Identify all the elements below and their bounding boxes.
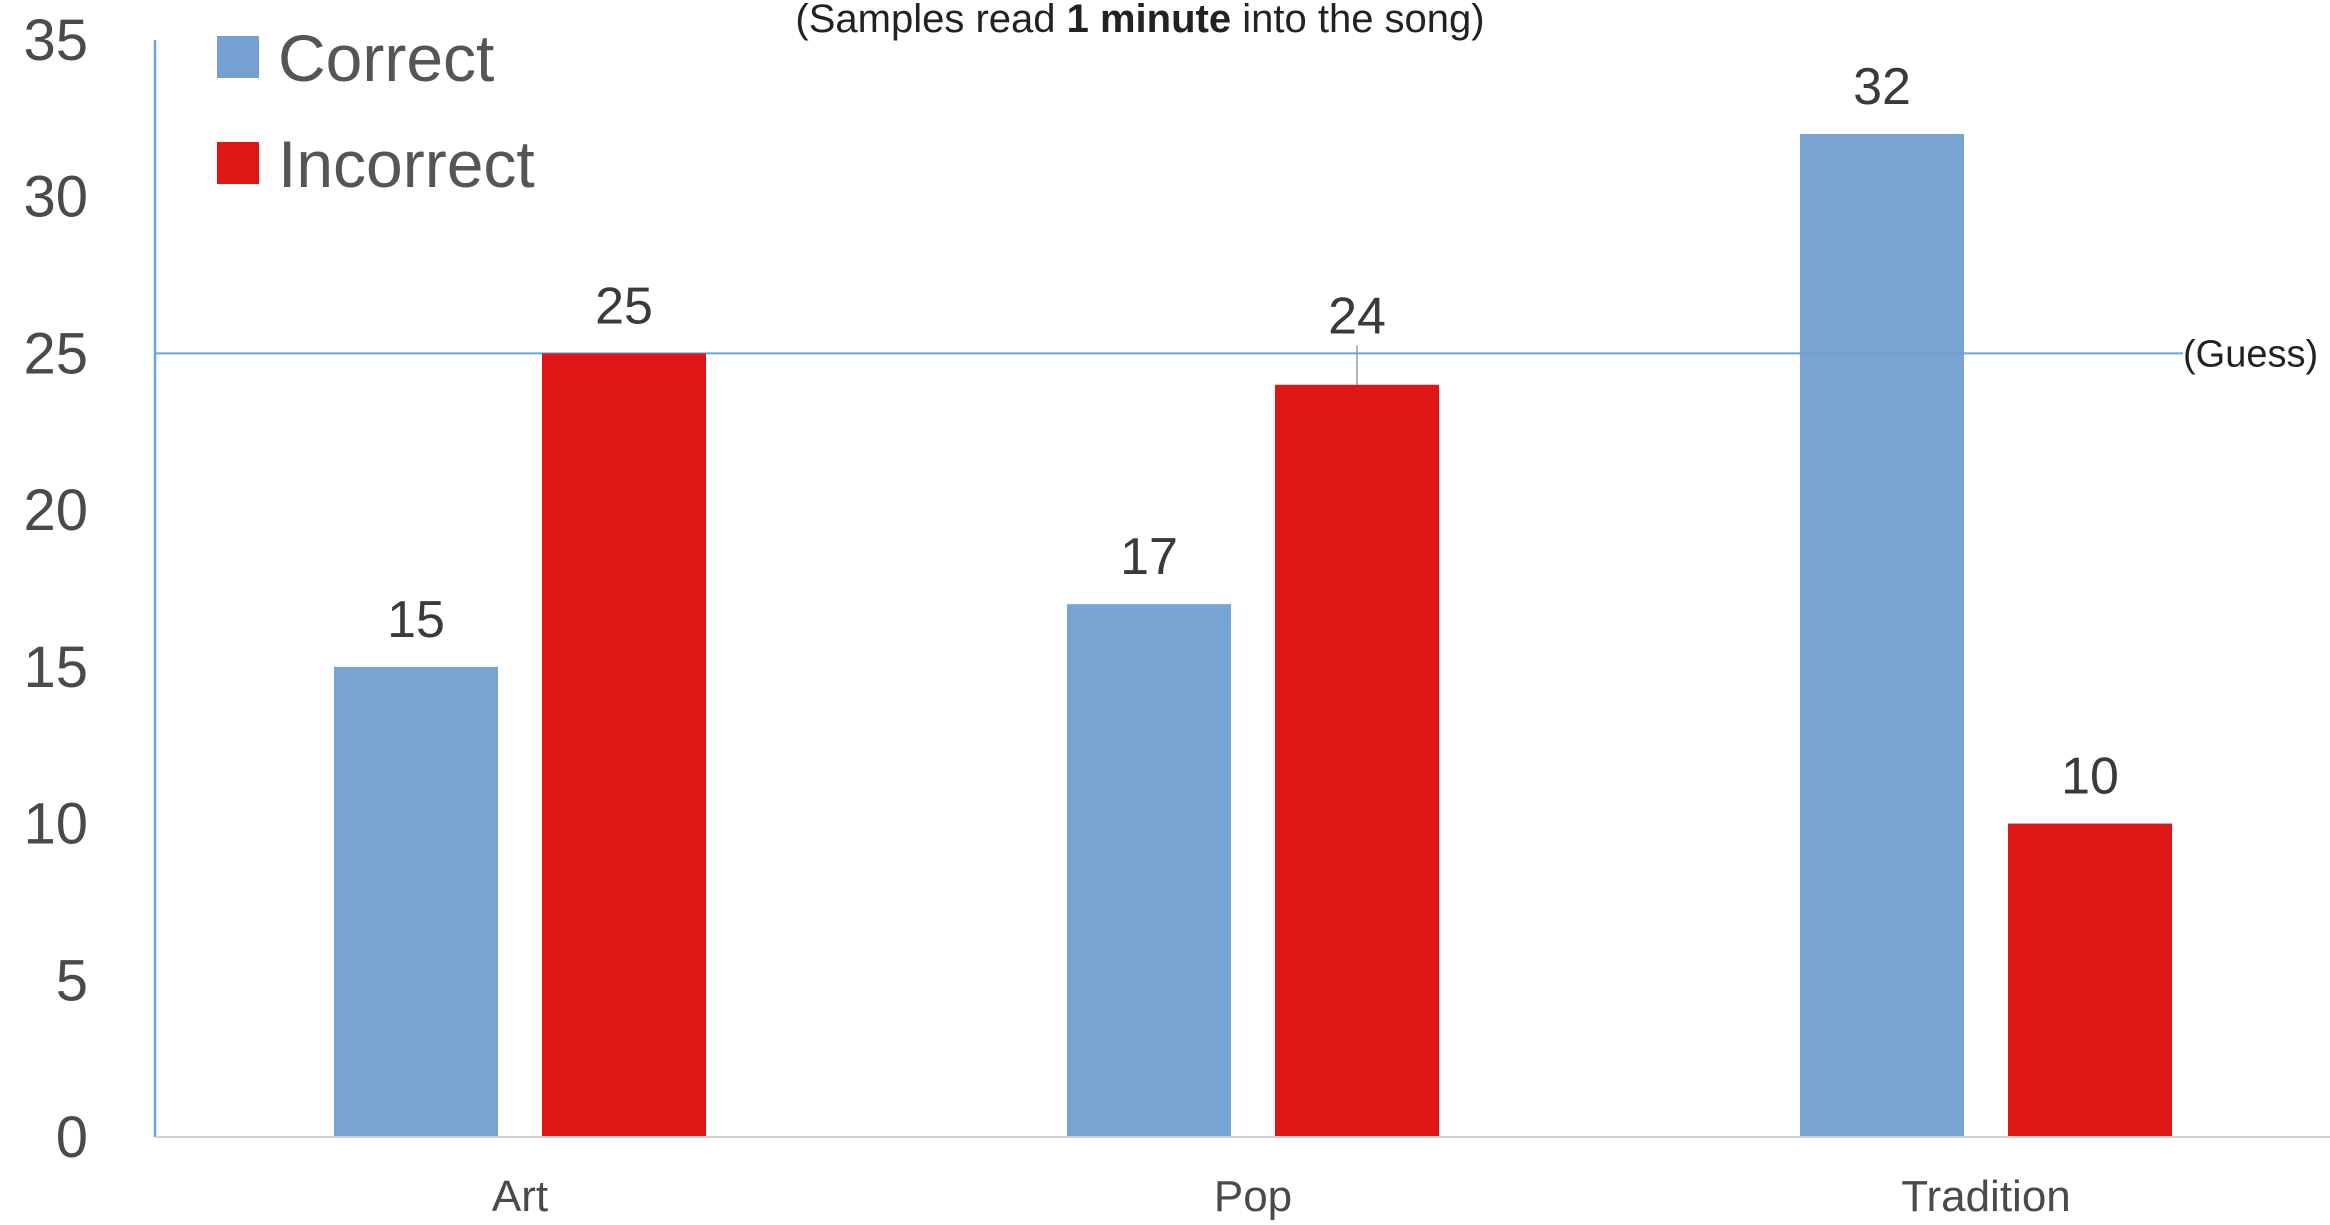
legend-swatch-correct	[217, 36, 259, 78]
data-label: 10	[2061, 748, 2119, 806]
y-axis-ticks: 0 5 10 15 20 25 30 35	[23, 8, 88, 1170]
bar-correct-tradition	[1800, 134, 1964, 1137]
legend-label-correct: Correct	[278, 21, 494, 95]
data-label: 25	[595, 277, 653, 335]
data-label: 17	[1120, 528, 1178, 586]
y-tick-label: 25	[23, 321, 88, 386]
bar-incorrect-pop	[1275, 384, 1439, 1137]
svg-text:(Samples read 1 minute into th: (Samples read 1 minute into the song)	[795, 0, 1484, 41]
legend-swatch-incorrect	[217, 142, 259, 184]
bar-correct-pop	[1067, 604, 1231, 1137]
reference-line-label: (Guess)	[2183, 333, 2318, 375]
x-axis-categories: Art Pop Tradition	[492, 1172, 2071, 1221]
subtitle-emphasis: 1 minute	[1067, 0, 1231, 41]
y-tick-label: 30	[23, 165, 88, 230]
legend-label-incorrect: Incorrect	[278, 127, 535, 201]
y-tick-label: 0	[56, 1105, 88, 1170]
y-tick-label: 5	[56, 948, 88, 1013]
subtitle-suffix: into the song)	[1231, 0, 1485, 41]
data-label: 15	[387, 591, 445, 649]
data-label: 32	[1853, 58, 1911, 116]
data-label: 24	[1328, 287, 1386, 345]
x-category-label: Tradition	[1901, 1172, 2071, 1221]
axes	[153, 40, 2330, 1138]
y-tick-label: 15	[23, 635, 88, 700]
y-tick-label: 10	[23, 792, 88, 857]
bar-correct-art	[334, 666, 498, 1137]
bar-incorrect-tradition	[2008, 823, 2172, 1137]
bar-incorrect-art	[542, 353, 706, 1137]
chart-subtitle: (Samples read 1 minute into the song)	[795, 0, 1484, 41]
x-category-label: Pop	[1214, 1172, 1292, 1221]
data-labels: 15 17 32 25 24 10	[387, 58, 2119, 806]
subtitle-prefix: (Samples read	[795, 0, 1066, 41]
bars-group	[334, 134, 2172, 1137]
legend: Correct Incorrect	[217, 21, 535, 201]
x-category-label: Art	[492, 1172, 548, 1221]
y-tick-label: 20	[23, 478, 88, 543]
y-tick-label: 35	[23, 8, 88, 73]
reference-line-group: (Guess)	[155, 333, 2318, 375]
